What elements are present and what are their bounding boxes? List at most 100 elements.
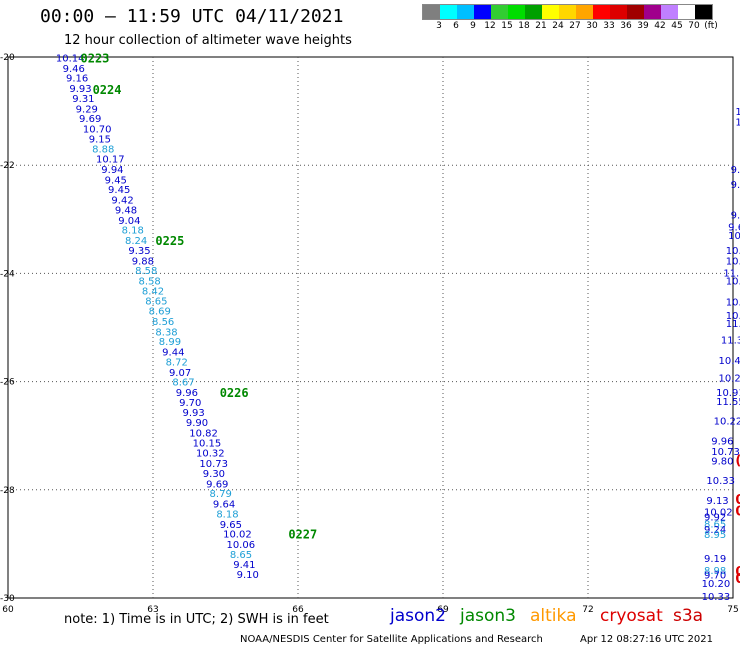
jason3-swh-value: 9.29 [76, 104, 98, 115]
legend-swatch [627, 5, 644, 19]
y-tick-label: -24 [0, 269, 15, 279]
y-tick-label: -26 [0, 378, 15, 388]
jason2-swh-value: 9.13 [706, 496, 728, 507]
jason3-swh-value: 9.64 [213, 499, 235, 510]
jason2-swh-value: 10.02 [704, 507, 733, 518]
legend-swatch [695, 5, 712, 19]
color-scale-legend: 3 6 9 12 15 18 21 24 27 30 33 36 39 42 45 70 (ft) [422, 4, 718, 34]
jason3-swh-value: 8.58 [135, 266, 157, 277]
jason2-swh-value: 9. [731, 165, 740, 176]
y-tick-label: -28 [0, 486, 15, 496]
jason3-swh-value: 10.14 [56, 54, 85, 65]
legend-swatch [576, 5, 593, 19]
y-tick-label: -22 [0, 161, 15, 171]
jason3-swh-value: 9.46 [63, 64, 85, 75]
jason3-time-label: 0227 [288, 528, 317, 542]
cryosat-swh-value: ( [735, 454, 740, 469]
legend-label: 15 [501, 21, 513, 31]
jason2-swh-value: 10.5 [726, 246, 740, 257]
cryosat-swh-value: 05 [735, 572, 740, 587]
jason3-swh-value: 8.72 [166, 358, 188, 369]
jason3-swh-value: 8.79 [210, 489, 232, 500]
cryosat-swh-value: 0 [735, 493, 740, 508]
jason2-swh-value: 9.80 [711, 457, 733, 468]
legend-label: 39 [637, 21, 649, 31]
jason3-swh-value: 9.10 [237, 570, 259, 581]
jason3-swh-value: 9.69 [206, 479, 228, 490]
satellite-label-altika: altika [530, 606, 577, 626]
jason3-swh-value: 9.42 [111, 195, 133, 206]
jason3-swh-value: 10.15 [193, 439, 222, 450]
jason3-swh-value: 8.56 [152, 317, 174, 328]
legend-swatch [661, 5, 678, 19]
legend-swatch [525, 5, 542, 19]
legend-swatch [593, 5, 610, 19]
jason2-swh-value: 9.1 [731, 210, 740, 221]
jason3-swh-value: 9.07 [169, 368, 191, 379]
jason3-swh-value: 8.58 [139, 276, 161, 287]
legend-swatch [508, 5, 525, 19]
jason2-swh-value: 10.78 [726, 298, 740, 309]
jason3-swh-value: 10.73 [199, 459, 228, 470]
legend-swatch [440, 5, 457, 19]
jason3-swh-value: 8.65 [230, 550, 252, 561]
x-tick-label: 69 [437, 605, 449, 615]
page-subtitle: 12 hour collection of altimeter wave hei… [64, 33, 352, 48]
jason2-swh-value: 10.8 [728, 231, 740, 242]
jason3-time-label: 0225 [155, 234, 184, 248]
x-tick-label: 72 [582, 605, 593, 615]
jason2-swh-value: 10.22 [714, 417, 740, 428]
y-tick-label: -30 [0, 594, 15, 604]
jason3-swh-value: 10.32 [196, 448, 225, 459]
legend-labels: 3 6 9 12 15 18 21 24 27 30 33 36 39 42 45 70 (ft) [422, 20, 718, 34]
jason3-swh-value: 9.31 [72, 94, 94, 105]
jason3-swh-value: 9.16 [66, 74, 88, 85]
satellite-label-s3a: s3a [673, 606, 704, 626]
jason3-swh-value: 10.82 [189, 428, 218, 439]
jason2-swh-value: 11.7 [723, 268, 740, 279]
jason3-swh-value: 9.48 [115, 206, 137, 217]
jason3-swh-value: 9.35 [128, 246, 150, 257]
legend-label: 3 [436, 21, 442, 31]
jason3-swh-value: 9.65 [220, 520, 242, 531]
jason2-swh-value: 10.43 [726, 311, 740, 322]
legend-swatch [457, 5, 474, 19]
page-title: 00:00 — 11:59 UTC 04/11/2021 [40, 6, 344, 27]
jason3-swh-value: 10.70 [83, 124, 112, 135]
satellite-label-cryosat: cryosat [600, 606, 663, 626]
jason3-time-label: 0223 [81, 52, 110, 66]
jason2-swh-value: 11.12 [726, 319, 740, 330]
legend-label: 33 [603, 21, 615, 31]
jason2-swh-value: 10.33 [702, 592, 731, 603]
jason3-swh-value: 8.18 [216, 510, 238, 521]
cryosat-swh-value: 05 [735, 565, 740, 580]
y-tick-label: -20 [0, 53, 15, 63]
legend-label: 70 [688, 21, 700, 31]
footer-note: note: 1) Time is in UTC; 2) SWH is in fe… [64, 612, 329, 627]
footer-date: Apr 12 08:27:16 UTC 2021 [580, 634, 713, 645]
legend-swatch [423, 5, 440, 19]
jason3-swh-value: 8.99 [159, 337, 181, 348]
jason3-swh-value: 10.02 [223, 530, 252, 541]
x-tick-label: 66 [292, 605, 304, 615]
x-tick-label: 63 [147, 605, 158, 615]
jason3-swh-value: 8.38 [155, 327, 177, 338]
jason3-swh-value: 8.67 [172, 378, 194, 389]
legend-swatch [559, 5, 576, 19]
jason3-swh-value: 8.65 [145, 296, 167, 307]
satellite-label-jason3: jason3 [460, 606, 516, 626]
legend-label: 9 [470, 21, 476, 31]
jason3-swh-value: 9.30 [203, 469, 225, 480]
legend-label: (ft) [704, 21, 718, 31]
jason3-swh-value: 8.24 [125, 236, 147, 247]
legend-swatch [644, 5, 661, 19]
jason3-swh-value: 9.44 [162, 347, 184, 358]
jason3-swh-value: 9.93 [182, 408, 204, 419]
jason3-swh-value: 9.70 [179, 398, 201, 409]
jason3-swh-value: 8.18 [122, 226, 144, 237]
legend-label: 21 [535, 21, 547, 31]
legend-label: 45 [671, 21, 683, 31]
jason2-swh-value: 11.55 [716, 397, 740, 408]
jason2-swh-value: 9.6 [728, 222, 740, 233]
